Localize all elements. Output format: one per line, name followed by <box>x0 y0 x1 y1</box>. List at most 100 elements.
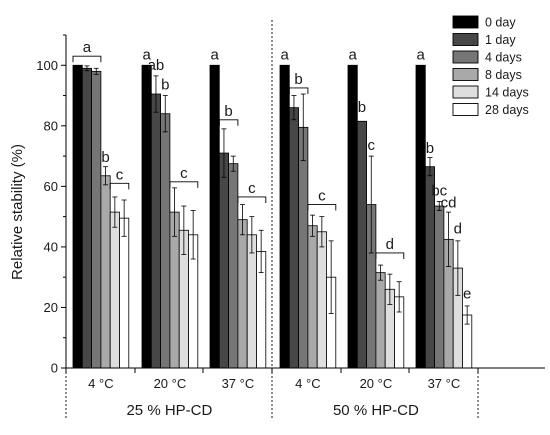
error-bar-1-1-5 <box>396 281 402 313</box>
y-tick-label: 0 <box>51 361 58 376</box>
group-label: 25 % HP-CD <box>126 402 212 419</box>
error-bar-1-0-5 <box>328 240 334 314</box>
y-tick-label: 80 <box>44 118 58 133</box>
legend-label: 0 day <box>485 16 516 30</box>
error-bar-1-1-4 <box>387 273 393 305</box>
significance-bracket <box>237 196 267 203</box>
error-bar-1-2-2 <box>436 201 442 211</box>
error-bar-1-1-2 <box>368 155 374 254</box>
significance-letter: cd <box>441 195 457 212</box>
significance-letter: a <box>142 46 151 63</box>
legend-swatch <box>452 85 479 99</box>
significance-bracket <box>307 204 337 211</box>
error-bar-1-0-1 <box>291 95 297 121</box>
significance-bracket <box>109 182 130 190</box>
category-label: 37 °C <box>428 376 461 391</box>
error-bar-0-1-1 <box>153 75 159 113</box>
significance-bracket <box>218 119 239 126</box>
error-bar-0-2-1 <box>221 128 227 178</box>
error-bar-0-0-4 <box>112 196 118 228</box>
legend-item: 0 day <box>452 16 516 30</box>
legend-item: 1 day <box>452 33 516 47</box>
legend-swatch <box>452 68 479 81</box>
bar-1-2-0 <box>415 64 426 369</box>
legend-label: 8 days <box>485 68 522 82</box>
error-bar-0-0-3 <box>103 166 109 186</box>
error-bar-1-0-2 <box>300 93 306 162</box>
error-bar-1-2-1 <box>427 157 433 177</box>
error-bar-0-0-5 <box>121 199 127 237</box>
category-label: 4 °C <box>88 376 113 391</box>
significance-letter: ab <box>148 57 165 74</box>
bar-0-0-3 <box>100 175 111 369</box>
category-label: 20 °C <box>360 376 393 391</box>
y-tick-label: 40 <box>44 239 58 254</box>
error-bar-0-2-2 <box>230 155 236 172</box>
bar-0-1-0 <box>141 64 152 369</box>
error-bar-0-2-5 <box>258 229 264 274</box>
significance-letter: c <box>248 180 256 197</box>
error-bar-0-1-4 <box>181 205 187 255</box>
bar-1-1-1 <box>356 120 367 369</box>
significance-bracket <box>72 55 102 63</box>
legend-label: 4 days <box>485 51 522 65</box>
significance-letter: a <box>416 46 425 63</box>
significance-letter: a <box>83 39 92 56</box>
significance-bracket <box>169 181 199 188</box>
error-bar-1-2-3 <box>446 211 452 267</box>
group-label: 50 % HP-CD <box>333 402 419 419</box>
significance-bracket <box>375 252 405 259</box>
bar-1-2-2 <box>434 205 445 369</box>
bar-0-0-5 <box>119 217 130 369</box>
legend-label: 1 day <box>485 33 516 47</box>
category-label: 37 °C <box>222 376 255 391</box>
significance-letter: d <box>386 236 394 253</box>
significance-letter: c <box>180 165 188 182</box>
y-tick-label: 60 <box>44 179 58 194</box>
error-bar-0-1-3 <box>172 187 178 237</box>
legend-item: 8 days <box>452 68 522 82</box>
significance-letter: b <box>294 71 302 88</box>
legend-swatch <box>452 103 479 116</box>
bar-1-0-3 <box>307 225 318 369</box>
error-bar-0-1-5 <box>190 210 196 260</box>
y-axis-title: Relative stability (%) <box>9 144 26 280</box>
bar-1-0-4 <box>316 231 327 369</box>
error-bar-1-0-3 <box>310 214 316 237</box>
category-label: 20 °C <box>154 376 187 391</box>
significance-letter: c <box>318 188 326 205</box>
error-bar-1-2-5 <box>464 305 470 325</box>
bar-0-0-2 <box>91 70 102 369</box>
axes-layer: 4 °C 20 °C 37 °C 25 % HP-CD 4 °C 20 °C 37 °C 50… <box>36 20 545 420</box>
error-bar-1-1-3 <box>378 264 384 281</box>
significance-letter: bc <box>431 182 447 199</box>
bar-0-0-0 <box>72 64 83 369</box>
bar-0-0-1 <box>81 67 93 369</box>
bar-1-0-1 <box>288 107 299 369</box>
error-bar-0-2-4 <box>249 216 255 254</box>
significance-letter: e <box>463 285 471 302</box>
error-bar-1-0-4 <box>319 216 325 248</box>
legend-swatch <box>452 50 479 64</box>
bar-0-2-4 <box>246 234 257 369</box>
legend-item: 14 days <box>452 85 529 100</box>
legend: 0 day 1 day 4 days 8 days 14 days 28 days <box>452 16 529 117</box>
legend-label: 28 days <box>485 103 529 117</box>
error-bars-layer <box>84 65 470 325</box>
y-tick-label: 20 <box>44 300 58 315</box>
significance-letter: b <box>358 99 366 116</box>
bar-0-2-1 <box>218 152 230 369</box>
significance-letter: a <box>280 46 289 63</box>
significance-letter: a <box>210 46 219 63</box>
bar-0-1-1 <box>150 93 162 369</box>
significance-letter: b <box>224 103 232 120</box>
bar-1-1-0 <box>347 64 358 369</box>
significance-letter: b <box>426 140 434 157</box>
error-bar-0-0-2 <box>93 67 99 75</box>
y-tick-label: 100 <box>36 58 58 73</box>
significance-letter: c <box>116 166 124 183</box>
significance-letter: a <box>348 46 357 63</box>
bar-0-0-4 <box>109 211 120 369</box>
